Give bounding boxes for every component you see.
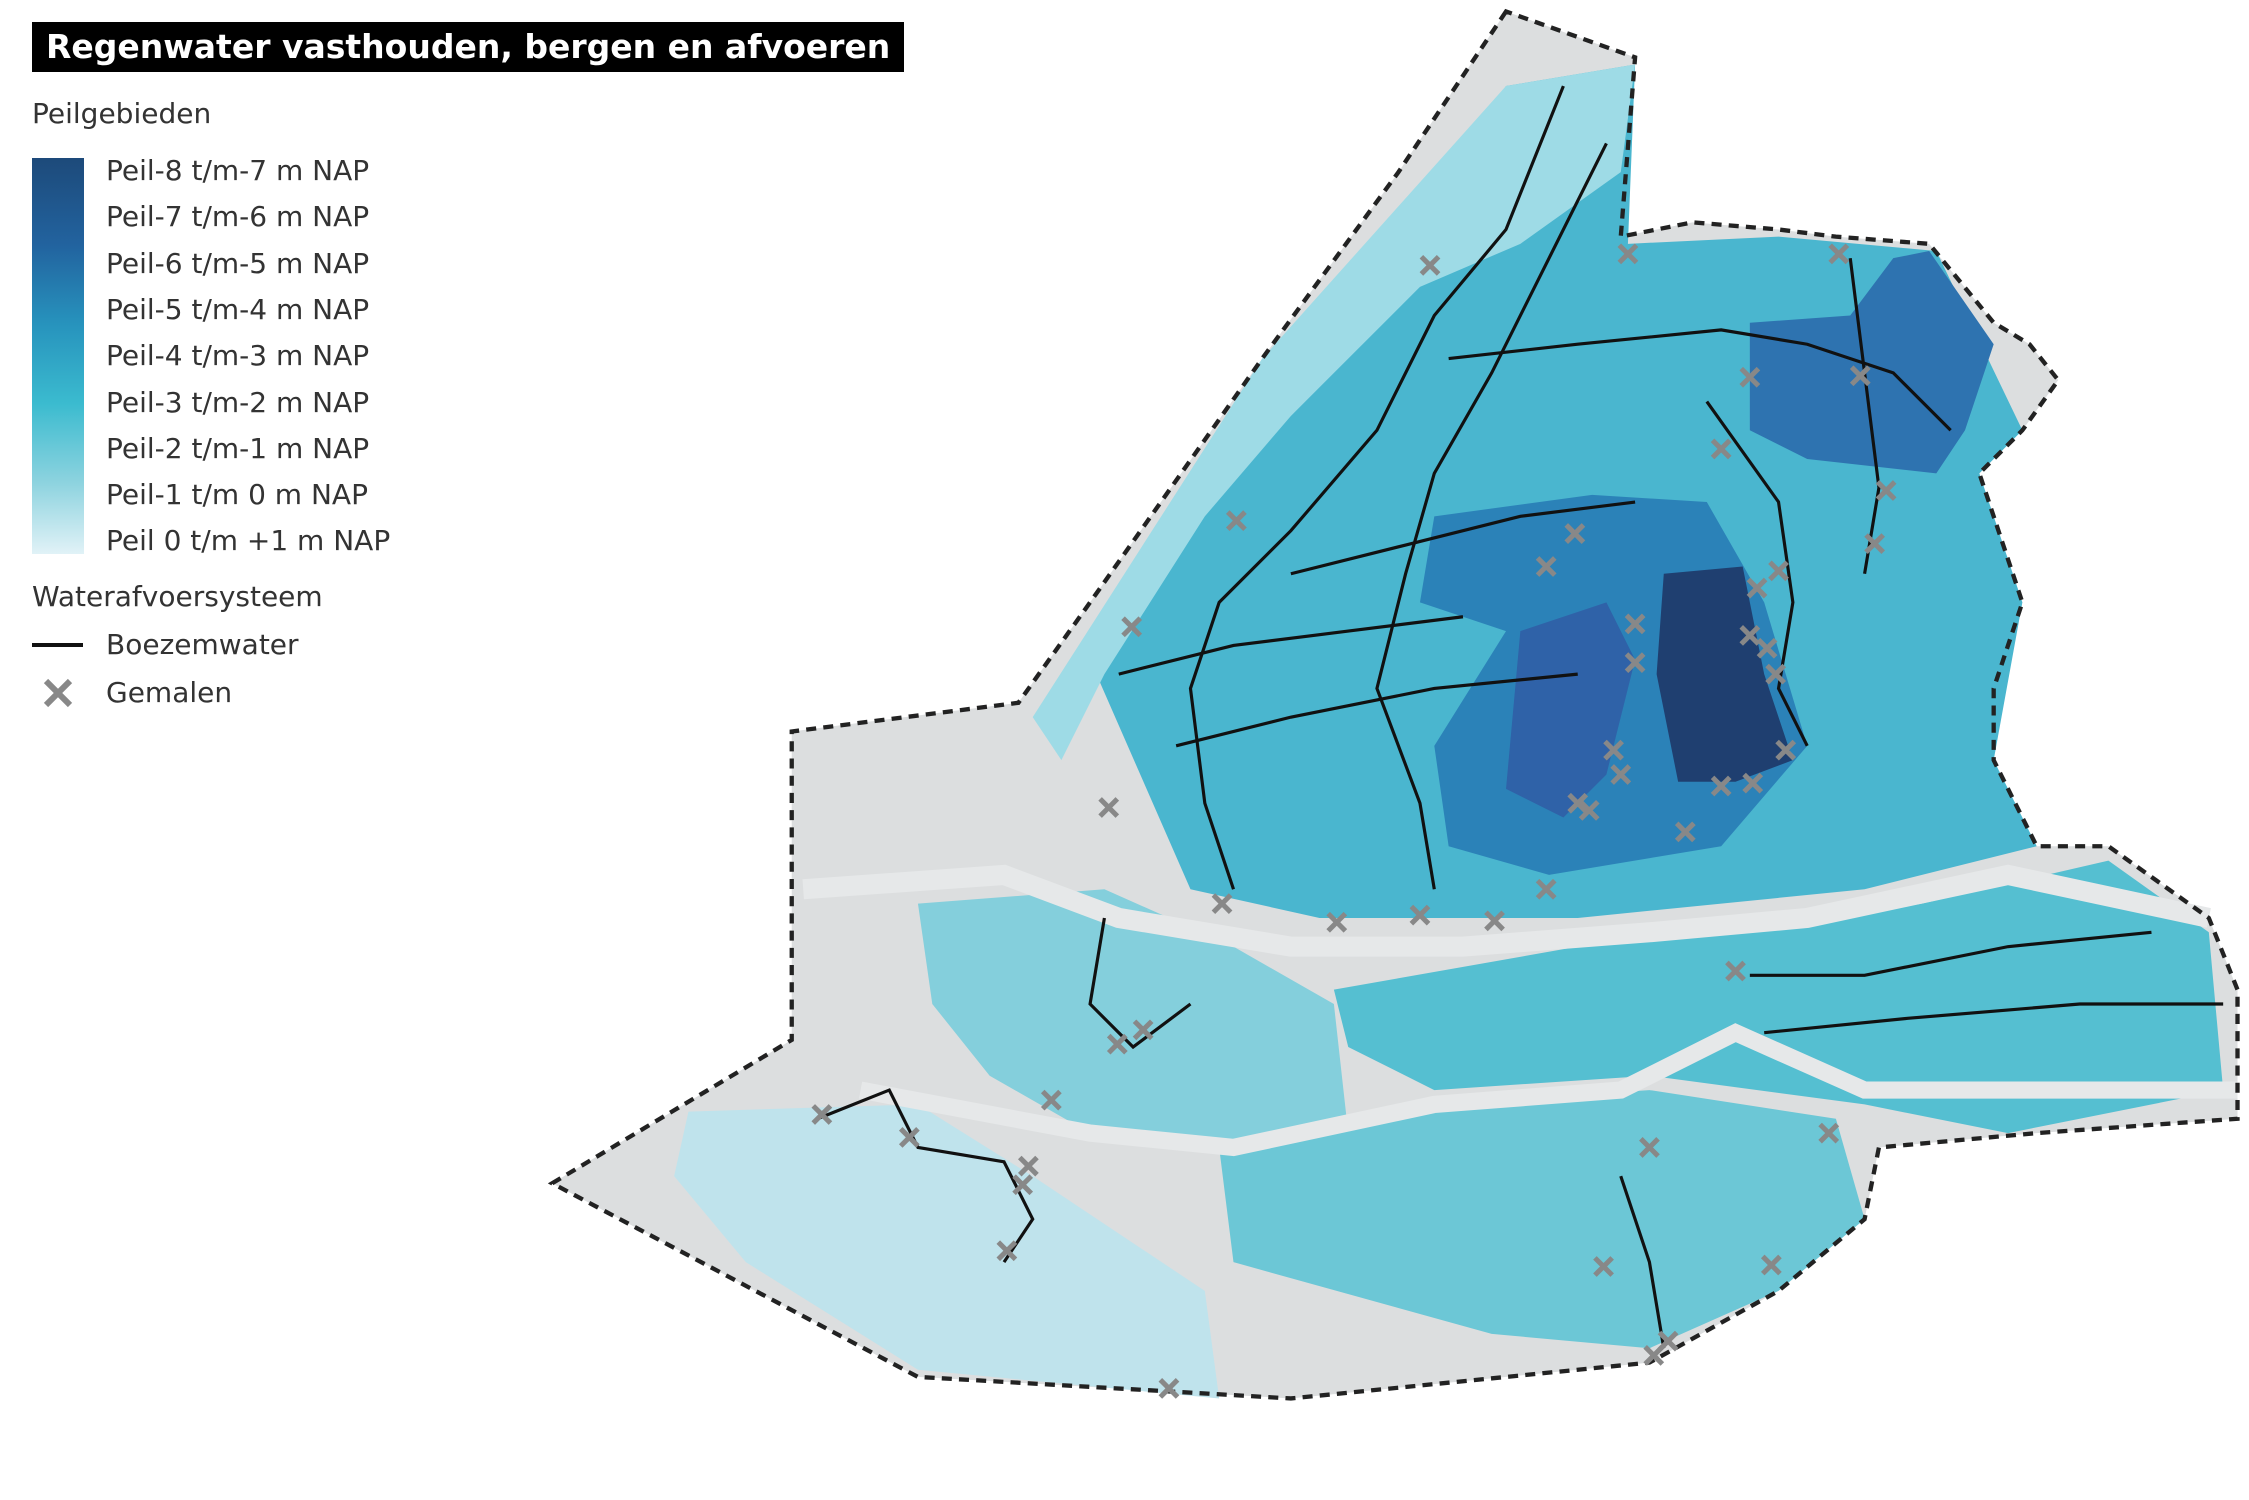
area-middle	[1333, 860, 2224, 1134]
boezemwater-lines	[816, 85, 2224, 1349]
gemaal-cross	[1739, 625, 1761, 646]
legend-gradient	[32, 158, 84, 554]
gemaal-cross	[1040, 1089, 1062, 1111]
gemaal-cross	[1326, 911, 1348, 933]
river	[858, 1023, 2238, 1157]
gemaal-cross	[1617, 243, 1639, 265]
area-ne	[1749, 251, 1994, 474]
gemaal-cross	[1710, 438, 1732, 460]
gemaal-cross	[996, 1240, 1018, 1262]
title: Regenwater vasthouden, bergen en afvoere…	[32, 22, 905, 72]
legend-item: Peil-4 t/m-3 m NAP	[106, 339, 370, 373]
gemaal-cross	[1603, 739, 1624, 761]
gemaal-cross	[1121, 616, 1143, 638]
area-deep-3	[1656, 566, 1793, 782]
legend-item: Peil-6 t/m-5 m NAP	[106, 246, 370, 280]
gemaal-cross	[1624, 613, 1646, 635]
gemaal-cross	[1012, 1174, 1034, 1196]
gemaal-cross	[1484, 910, 1505, 932]
gemaal-cross	[1578, 799, 1600, 821]
gemaal-cross	[1828, 243, 1850, 265]
legend-item: Peil-5 t/m-4 m NAP	[106, 292, 370, 326]
area-islands	[917, 889, 1349, 1148]
legend-item: Peil-3 t/m-2 m NAP	[106, 385, 370, 419]
legend-item: Gemalen	[106, 676, 233, 709]
gemaal-cross	[1409, 904, 1431, 926]
gemaal-cross	[1018, 1155, 1039, 1177]
gemaal-cross	[1768, 560, 1789, 582]
gemaal-cross	[1742, 772, 1764, 794]
gemaal-cross	[1535, 556, 1557, 577]
gemaal-cross	[1567, 792, 1589, 814]
area-coast	[1032, 64, 1636, 761]
legend-item: Peil 0 t/m +1 m NAP	[106, 524, 391, 558]
gemaal-cross	[1746, 577, 1768, 599]
gemaal-cross	[1593, 1256, 1614, 1277]
gemaal-cross	[1535, 878, 1557, 900]
gemaal-cross	[1710, 775, 1732, 797]
province-border	[547, 8, 2240, 1401]
gemaal-cross	[1564, 523, 1586, 544]
legend-item: Peil-8 t/m-7 m NAP	[106, 154, 370, 187]
legend-item: Peil-7 t/m-6 m NAP	[106, 200, 370, 234]
legend-title: Waterafvoersysteem	[32, 580, 323, 613]
gemaal-cross	[1419, 254, 1441, 276]
gemalen	[811, 243, 1897, 1399]
area-north	[1090, 64, 2037, 918]
river	[802, 864, 2211, 957]
gemaal-cross	[811, 1104, 833, 1125]
gemaal-cross	[1739, 366, 1761, 388]
gemaal-cross	[1765, 663, 1787, 685]
gemaal-cross	[1674, 821, 1696, 843]
gemaal-cross	[1760, 1254, 1782, 1276]
legend-item: Boezemwater	[106, 628, 299, 661]
gemaal-cross	[1775, 739, 1797, 761]
legend-item: Peil-2 t/m-1 m NAP	[106, 431, 370, 465]
gemaal-cross	[1624, 652, 1646, 674]
legend-cross	[43, 678, 73, 708]
legend-item: Peil-1 t/m 0 m NAP	[106, 478, 368, 512]
gemaal-cross	[1875, 480, 1897, 501]
gemaal-cross	[1610, 764, 1632, 785]
gemaal-cross	[1098, 797, 1120, 818]
gemaal-cross	[1756, 637, 1778, 659]
gemaal-cross	[1849, 365, 1871, 387]
area-south	[674, 1104, 1220, 1399]
area-deep-2	[1506, 602, 1636, 818]
gemaal-cross	[1725, 960, 1746, 982]
gemaal-cross	[1211, 893, 1233, 914]
gemaal-cross	[1106, 1033, 1128, 1055]
area-east-south	[1219, 1090, 1865, 1349]
gemaal-cross	[1158, 1378, 1180, 1399]
gemaal-cross	[898, 1127, 920, 1148]
gemaal-cross	[1643, 1345, 1665, 1366]
gemaal-cross	[1225, 510, 1247, 532]
gemaal-cross	[1132, 1019, 1154, 1041]
gemaal-cross	[1639, 1137, 1660, 1158]
legend-title: Peilgebieden	[32, 97, 212, 130]
gemaal-cross	[1864, 533, 1886, 554]
gemaal-cross	[1818, 1122, 1840, 1144]
